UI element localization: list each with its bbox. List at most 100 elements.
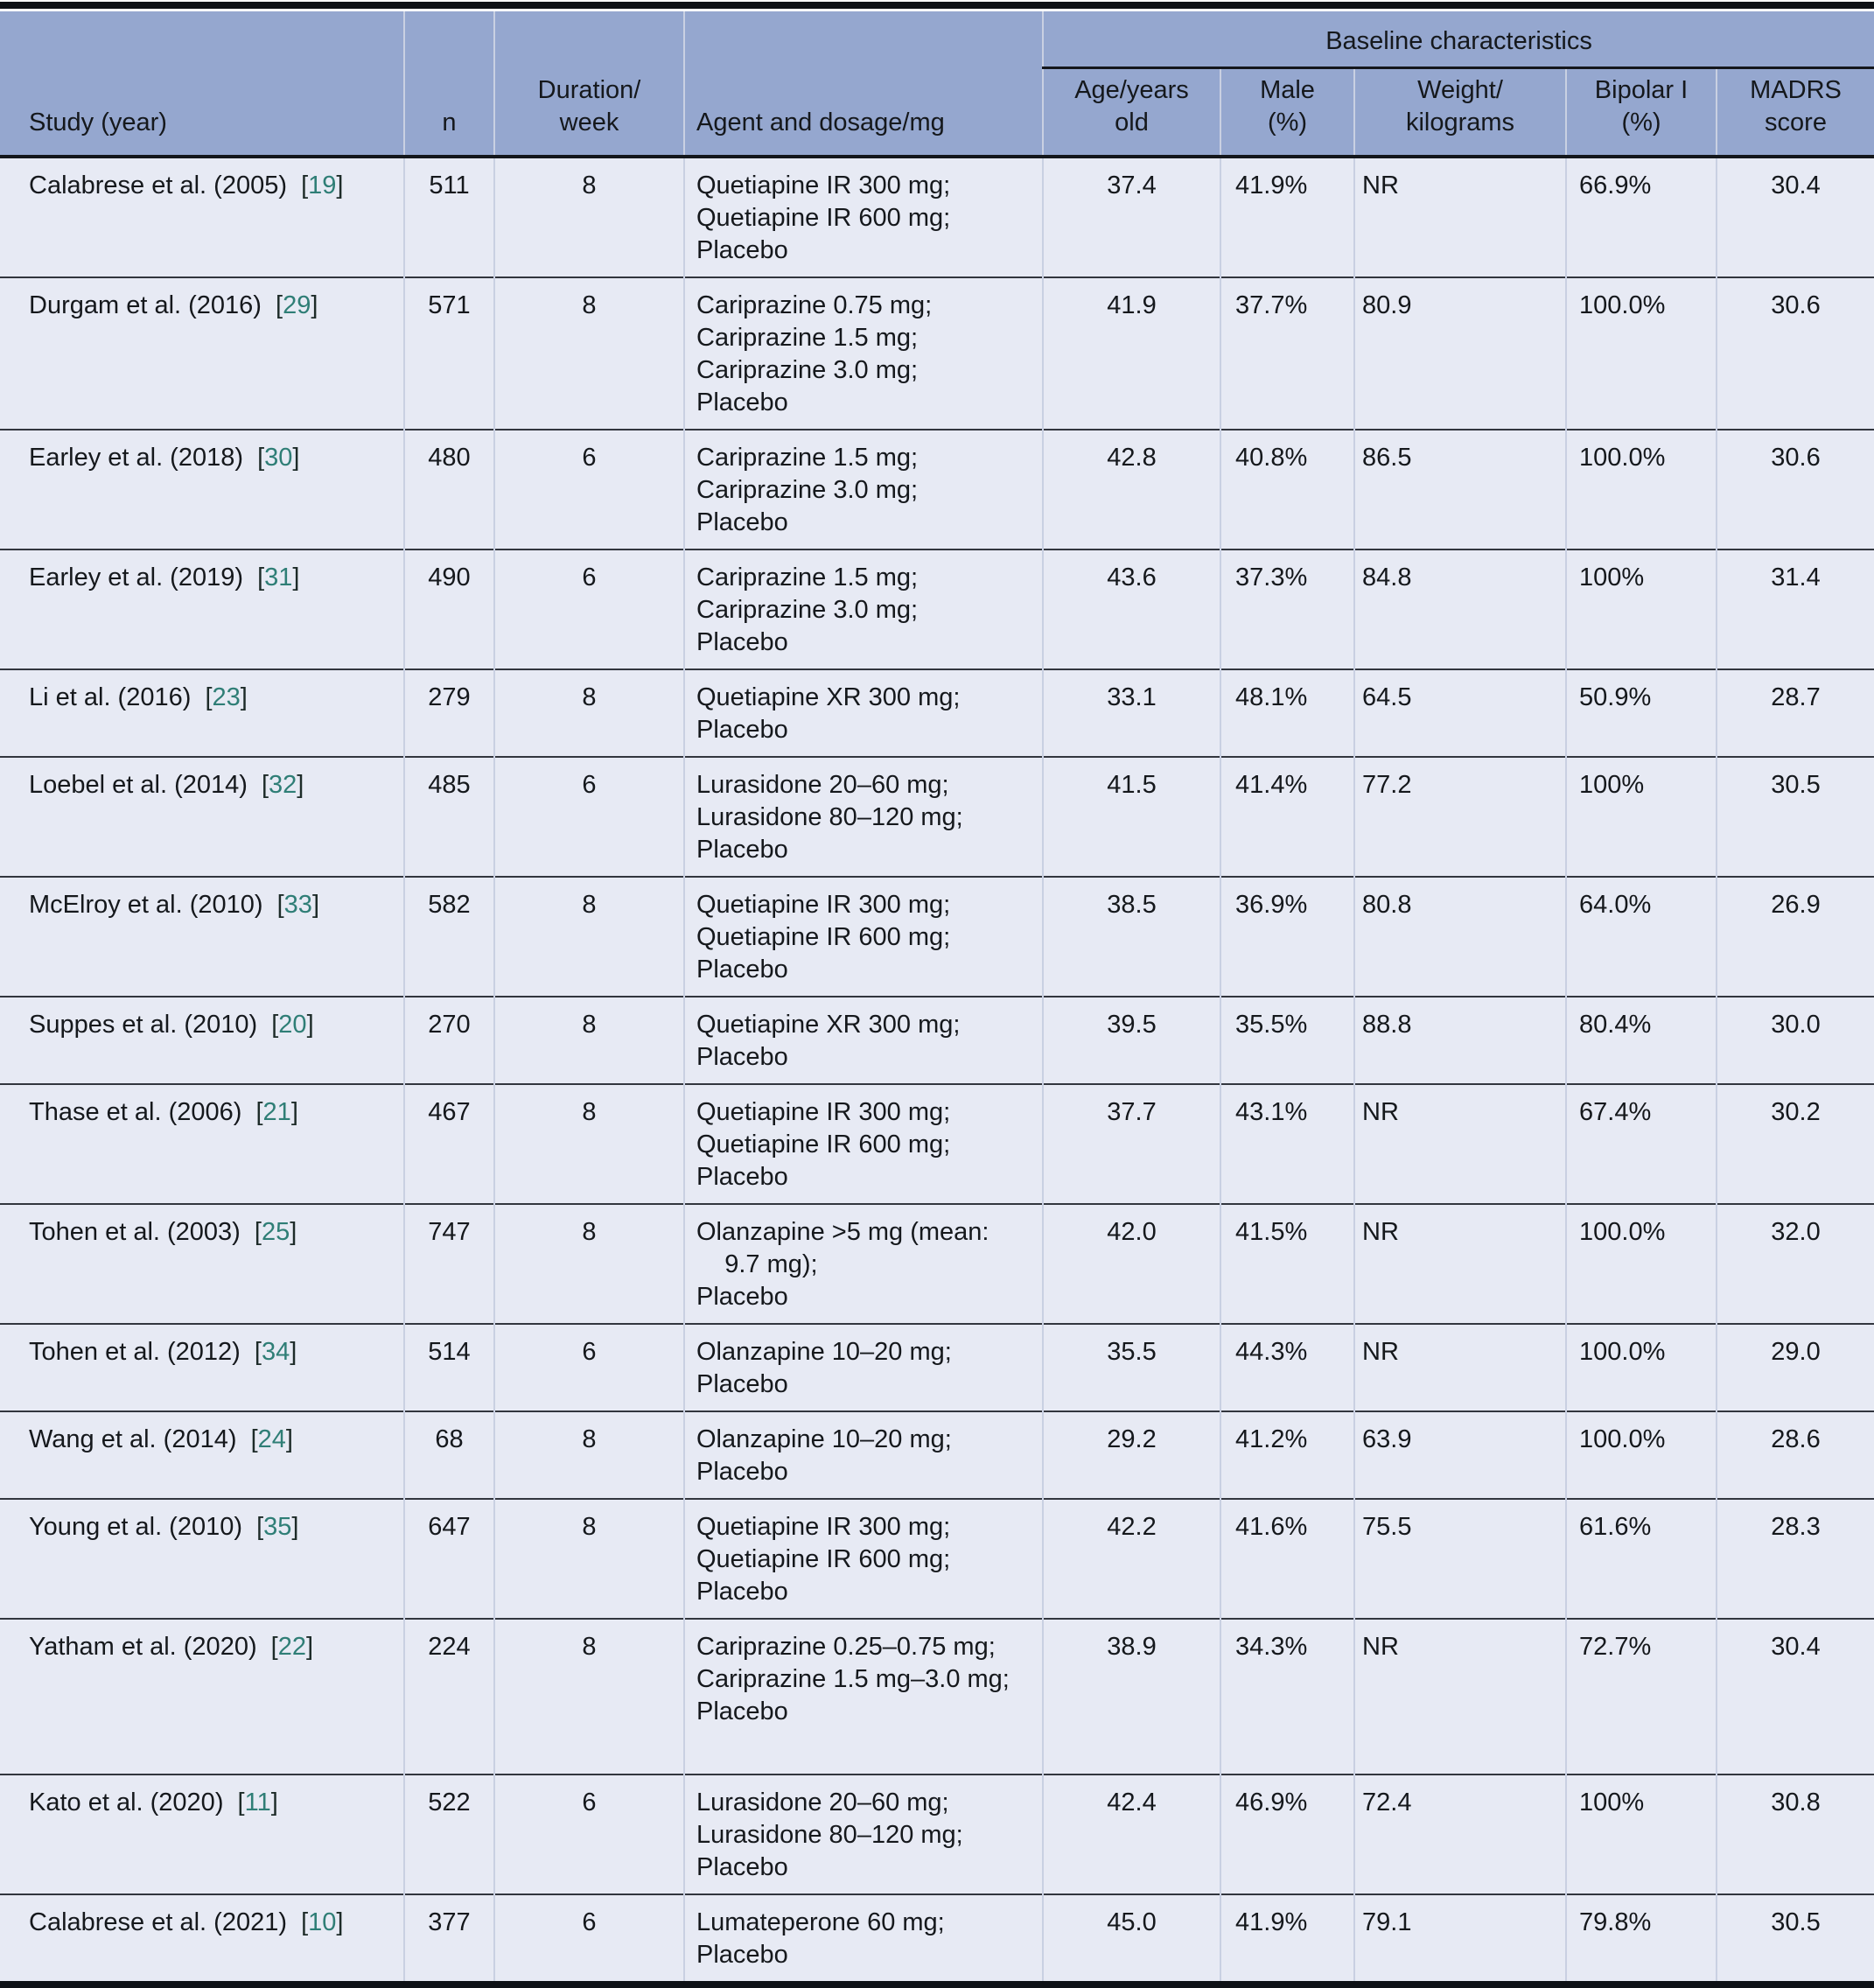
agent-dosage-cell: Olanzapine >5 mg (mean: 9.7 mg); Placebo <box>683 1204 1043 1324</box>
male-percent-cell: 43.1% <box>1220 1084 1354 1204</box>
age-cell: 41.9 <box>1042 277 1220 430</box>
agent-dosage-cell: Quetiapine XR 300 mg; Placebo <box>683 669 1043 757</box>
agent-dosage-cell: Cariprazine 1.5 mg; Cariprazine 3.0 mg; Pl… <box>683 430 1043 550</box>
citation-ref-link[interactable]: [25] <box>254 1218 297 1246</box>
agent-dosage-line: Lurasidone 20–60 mg; <box>696 1788 949 1816</box>
age-cell: 38.5 <box>1042 877 1220 997</box>
agent-dosage-line: Placebo <box>696 716 788 744</box>
male-percent-cell: 41.2% <box>1220 1411 1354 1499</box>
agent-dosage-lines: Quetiapine IR 300 mg; Quetiapine IR 600 m… <box>696 1096 1028 1194</box>
agent-dosage-line: Lumateperone 60 mg; <box>696 1908 945 1936</box>
agent-dosage-lines: Quetiapine IR 300 mg; Quetiapine IR 600 m… <box>696 1511 1028 1608</box>
citation-ref-link[interactable]: [19] <box>301 172 344 200</box>
weight-cell: NR <box>1353 1619 1566 1774</box>
citation-ref-link[interactable]: [24] <box>250 1425 293 1453</box>
agent-dosage-lines: Olanzapine 10–20 mg; Placebo <box>696 1336 1028 1401</box>
weight-cell: 80.8 <box>1353 877 1566 997</box>
n-cell: 485 <box>403 757 494 877</box>
agent-dosage-cell: Lumateperone 60 mg; Placebo <box>683 1894 1043 1981</box>
duration-cell: 8 <box>493 669 684 757</box>
table-row: Loebel et al. (2014) [32] 485 6 Lurasido… <box>0 757 1874 877</box>
citation-ref-number: 35 <box>263 1513 292 1541</box>
citation-ref-link[interactable]: [30] <box>257 444 300 472</box>
duration-cell: 6 <box>493 1774 684 1894</box>
study-label: Loebel et al. (2014) <box>29 771 255 799</box>
agent-dosage-line: Placebo <box>696 836 788 864</box>
agent-dosage-line: Placebo <box>696 1043 788 1071</box>
table-row: Durgam et al. (2016) [29] 571 8 Caripraz… <box>0 277 1874 430</box>
bipolar-percent-cell: 80.4% <box>1565 997 1717 1084</box>
study-label: Li et al. (2016) <box>29 683 199 711</box>
table-row: Young et al. (2010) [35] 647 8 Quetiapin… <box>0 1499 1874 1619</box>
weight-cell: 75.5 <box>1353 1499 1566 1619</box>
weight-cell: NR <box>1353 1084 1566 1204</box>
male-percent-cell: 37.7% <box>1220 277 1354 430</box>
agent-dosage-cell: Lurasidone 20–60 mg; Lurasidone 80–120 mg… <box>683 757 1043 877</box>
n-cell: 490 <box>403 550 494 669</box>
duration-cell: 6 <box>493 430 684 550</box>
citation-ref-link[interactable]: [29] <box>276 291 318 319</box>
column-header-age: Age/years old <box>1042 67 1220 158</box>
citation-ref-number: 22 <box>277 1633 306 1661</box>
citation-ref-number: 21 <box>262 1098 291 1126</box>
citation-ref-number: 32 <box>269 771 297 799</box>
madrs-score-cell: 28.3 <box>1715 1499 1874 1619</box>
agent-dosage-cell: Olanzapine 10–20 mg; Placebo <box>683 1324 1043 1411</box>
duration-cell: 6 <box>493 1894 684 1981</box>
citation-ref-link[interactable]: [20] <box>271 1011 314 1039</box>
madrs-score-cell: 30.0 <box>1715 997 1874 1084</box>
agent-dosage-lines: Cariprazine 1.5 mg; Cariprazine 3.0 mg; Pl… <box>696 442 1028 539</box>
study-label: Suppes et al. (2010) <box>29 1011 265 1039</box>
study-label: Tohen et al. (2012) <box>29 1338 248 1366</box>
citation-ref-link[interactable]: [31] <box>257 564 300 592</box>
table-body: Calabrese et al. (2005) [19] 511 8 Queti… <box>0 157 1874 1981</box>
age-cell: 33.1 <box>1042 669 1220 757</box>
citation-ref-link[interactable]: [10] <box>301 1908 344 1936</box>
citation-ref-link[interactable]: [33] <box>276 891 319 919</box>
group-spacer-duration <box>493 11 684 68</box>
table-row: Suppes et al. (2010) [20] 270 8 Quetiapi… <box>0 997 1874 1084</box>
study-label: Durgam et al. (2016) <box>29 291 269 319</box>
agent-dosage-line: Olanzapine 10–20 mg; <box>696 1425 952 1453</box>
male-percent-cell: 41.4% <box>1220 757 1354 877</box>
citation-ref-link[interactable]: [23] <box>205 683 248 711</box>
citation-ref-number: 10 <box>308 1908 337 1936</box>
table-row: Thase et al. (2006) [21] 467 8 Quetiapin… <box>0 1084 1874 1204</box>
agent-dosage-cell: Quetiapine IR 300 mg; Quetiapine IR 600 m… <box>683 1084 1043 1204</box>
agent-dosage-line: Placebo <box>696 236 788 264</box>
citation-ref-link[interactable]: [11] <box>237 1788 278 1816</box>
agent-dosage-line: Lurasidone 20–60 mg; <box>696 771 949 799</box>
column-header-duration-week: Duration/ week <box>493 67 684 158</box>
citation-ref-link[interactable]: [34] <box>254 1338 297 1366</box>
group-spacer-agent <box>683 11 1043 68</box>
duration-cell: 6 <box>493 757 684 877</box>
weight-cell: 84.8 <box>1353 550 1566 669</box>
agent-dosage-lines: Lurasidone 20–60 mg; Lurasidone 80–120 mg… <box>696 769 1028 866</box>
agent-dosage-line: Cariprazine 1.5 mg; <box>696 324 919 352</box>
bipolar-percent-cell: 100.0% <box>1565 1324 1717 1411</box>
citation-ref-link[interactable]: [21] <box>255 1098 298 1126</box>
group-header-baseline-characteristics: Baseline characteristics <box>1041 11 1874 69</box>
weight-cell: 64.5 <box>1353 669 1566 757</box>
agent-dosage-lines: Quetiapine XR 300 mg; Placebo <box>696 1009 1028 1074</box>
weight-cell: 88.8 <box>1353 997 1566 1084</box>
study-label: Thase et al. (2006) <box>29 1098 249 1126</box>
citation-ref-link[interactable]: [22] <box>270 1633 314 1661</box>
agent-dosage-lines: Quetiapine IR 300 mg; Quetiapine IR 600 m… <box>696 889 1028 986</box>
citation-ref-number: 25 <box>261 1218 290 1246</box>
study-cell: Li et al. (2016) [23] <box>0 669 404 757</box>
study-cell: Wang et al. (2014) [24] <box>0 1411 404 1499</box>
n-cell: 68 <box>403 1411 494 1499</box>
study-label: McElroy et al. (2010) <box>29 891 270 919</box>
agent-dosage-line: Quetiapine IR 300 mg; <box>696 891 951 919</box>
study-cell: Loebel et al. (2014) [32] <box>0 757 404 877</box>
citation-ref-number: 23 <box>212 683 241 711</box>
citation-ref-link[interactable]: [32] <box>261 771 304 799</box>
citation-ref-link[interactable]: [35] <box>256 1513 299 1541</box>
agent-dosage-lines: Quetiapine XR 300 mg; Placebo <box>696 682 1028 746</box>
citation-ref-number: 24 <box>257 1425 286 1453</box>
table-row: Earley et al. (2018) [30] 480 6 Caripraz… <box>0 430 1874 550</box>
table-top-rule <box>0 2 1874 9</box>
madrs-score-cell: 29.0 <box>1715 1324 1874 1411</box>
table-row: Tohen et al. (2012) [34] 514 6 Olanzapin… <box>0 1324 1874 1411</box>
